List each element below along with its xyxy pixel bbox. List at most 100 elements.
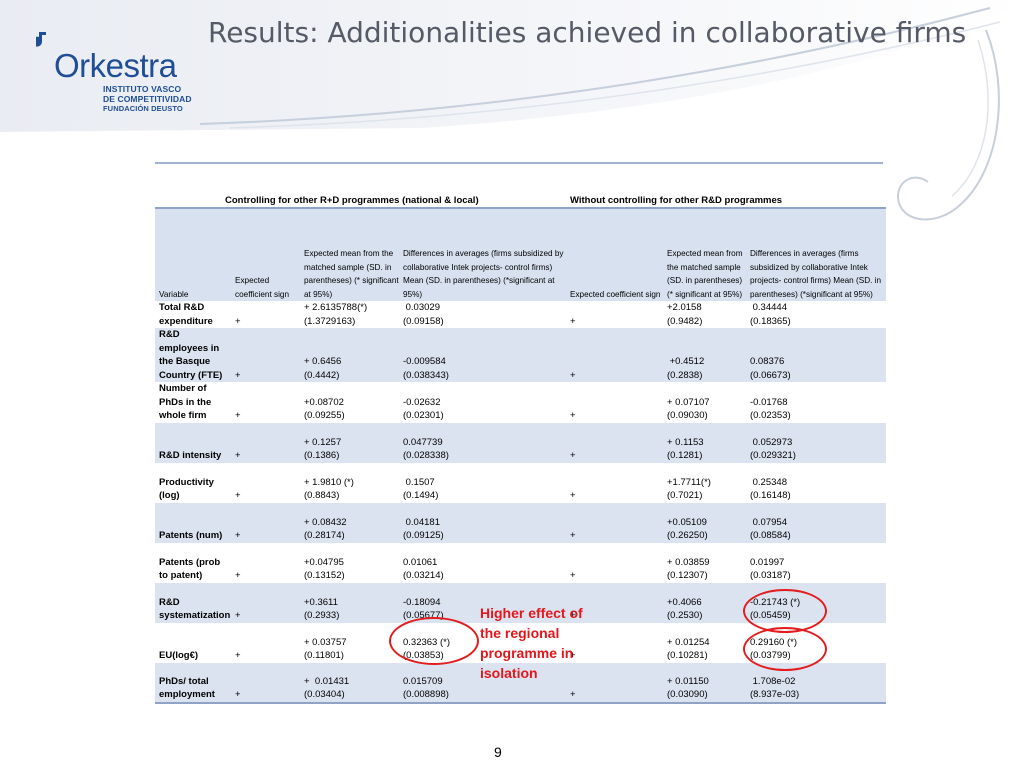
table-cell: +1.7711(*) (0.7021) [663,463,746,503]
cell-text: (0.2530) [667,610,703,621]
cell-text: + 0.01254 [667,636,710,648]
cell-text: + 0.08432 [304,516,347,528]
cell-text: (0.028338) [403,450,449,461]
cell-text: (0.9482) [667,315,703,327]
table-cell: 0.047739 (0.028338) [399,422,566,463]
table-cell: + [231,463,300,503]
cell-text: 0.07954 [750,516,787,528]
cell-text: + 0.1257 [304,436,342,448]
cell-text: +0.3611 [304,596,338,608]
table-cell: + 0.01254 (0.10281) [663,623,746,663]
table-cell: + 0.6456 (0.4442) [300,328,399,382]
column-header-sign-2: Expected coefficient sign [566,208,663,301]
cell-text: (0.03187) [750,570,791,581]
table-row: R&D intensity + + 0.1257 (0.1386) 0.047739 (0… [155,422,886,463]
cell-text: + [235,570,241,581]
table-cell: -0.009584 (0.038343) [399,328,566,382]
table-cell: Number of PhDs in the whole firm [155,382,231,423]
logo-subtitle-line-3: FUNDACIÓN DEUSTO [103,104,183,113]
cell-text: (0.16148) [750,490,791,501]
results-table: Controlling for other R+D programmes (na… [155,190,886,704]
cell-text: + [570,490,576,501]
cell-text: Number of PhDs in the whole firm [159,383,212,421]
table-cell: PhDs/ total employment [155,662,231,704]
highlight-circle-eu [743,627,827,671]
table-row: Total R&D expenditure + + 2.6135788(*) (1.3… [155,301,886,328]
logo-subtitle-line-2: DE COMPETITIVIDAD [103,94,192,104]
table-row: R&D systematization + +0.3611 (0.2933) -0.18… [155,582,886,623]
table-cell: + 0.08432 (0.28174) [300,502,399,543]
cell-text: + 0.1153 [667,436,704,448]
table-cell: R&D systematization [155,582,231,623]
cell-text: + [235,530,241,541]
table-cell: + [566,422,663,463]
cell-text: 0.015709 [403,675,443,687]
cell-text: Patents (prob to patent) [159,556,221,582]
table-cell: +0.04795 (0.13152) [300,543,399,583]
table-cell: +2.0158 (0.9482) [663,301,746,328]
cell-text: -0.01768 [750,396,788,408]
cell-text: 0.04181 [403,516,440,528]
column-header-sign-1: Expected coefficient sign [231,208,300,301]
cell-text: 0.34444 [750,302,787,313]
cell-text: + 0.6456 [304,356,342,367]
table-row: Patents (num) + + 0.08432 (0.28174) 0.04181… [155,502,886,543]
table-cell: + [566,662,663,704]
cell-text: (0.03090) [667,689,708,700]
table-row: PhDs/ total employment + + 0.01431 (0.03404… [155,662,886,704]
group-header-row: Controlling for other R+D programmes (na… [155,190,886,209]
table-cell: Patents (num) [155,502,231,543]
table-cell: EU(log€) [155,623,231,663]
table-row: Productivity (log) + + 1.9810 (*) (0.8843) … [155,463,886,503]
column-header-mean-1: Expected mean from the matched sample (S… [300,208,399,301]
table-cell: +0.08702 (0.09255) [300,382,399,423]
table-cell: Patents (prob to patent) [155,543,231,583]
cell-text: + 0.07107 [667,396,710,408]
cell-text: + [235,610,241,621]
cell-text: + [570,650,576,661]
cell-text: + [570,530,576,541]
table-cell: 0.015709 (0.008898) [399,662,566,704]
cell-text: + 0.01431 [304,675,350,687]
cell-text: + [570,315,576,327]
table-cell: + [566,582,663,623]
table-cell: 0.1507 (0.1494) [399,463,566,503]
cell-text: (0.13152) [304,570,345,581]
table-cell: +0.3611 (0.2933) [300,582,399,623]
cell-text: (0.038343) [403,369,449,381]
cell-text: +1.7711(*) [667,476,711,488]
table-cell: + 0.07107 (0.09030) [663,382,746,423]
cell-text: (0.02301) [403,410,444,421]
table-cell: + [566,382,663,423]
table-row: R&D employees in the Basque Country (FTE… [155,328,886,382]
table-cell: + [231,422,300,463]
table-cell: + [566,502,663,543]
cell-text: + 1.9810 (*) [304,476,354,488]
orkestra-logo: Orkestra INSTITUTO VASCO DE COMPETITIVID… [34,28,204,118]
cell-text: (1.3729163) [304,315,356,327]
table-cell: -0.18094 (0.05677) [399,582,566,623]
annotation-text: Higher effect of the regional programme … [480,605,583,681]
table-cell: + [231,301,300,328]
cell-text: (0.18365) [750,315,791,327]
table-cell: + [231,328,300,382]
cell-text: (0.09255) [304,410,345,421]
cell-text: (0.7021) [667,490,703,501]
logo-subtitle-line-1: INSTITUTO VASCO [103,84,182,94]
table-cell: 0.03029 (0.09158) [399,301,566,328]
table-cell: + [566,623,663,663]
table-cell: + [231,582,300,623]
cell-text: +0.4512 [667,356,705,367]
table-cell: +0.05109 (0.26250) [663,502,746,543]
table-cell: 0.07954 (0.08584) [746,502,886,543]
table-cell: + [566,301,663,328]
cell-text: + 0.03757 [304,636,347,648]
column-header-variable: Variable [155,208,231,301]
cell-text: (8.937e-03) [750,689,800,700]
cell-text: EU(log€) [159,650,199,661]
cell-text: -0.009584 [403,356,446,367]
cell-text: + [570,570,576,581]
cell-text: + 0.03859 [667,556,710,568]
table-cell: + [231,543,300,583]
table-cell: + 0.01150 (0.03090) [663,662,746,704]
